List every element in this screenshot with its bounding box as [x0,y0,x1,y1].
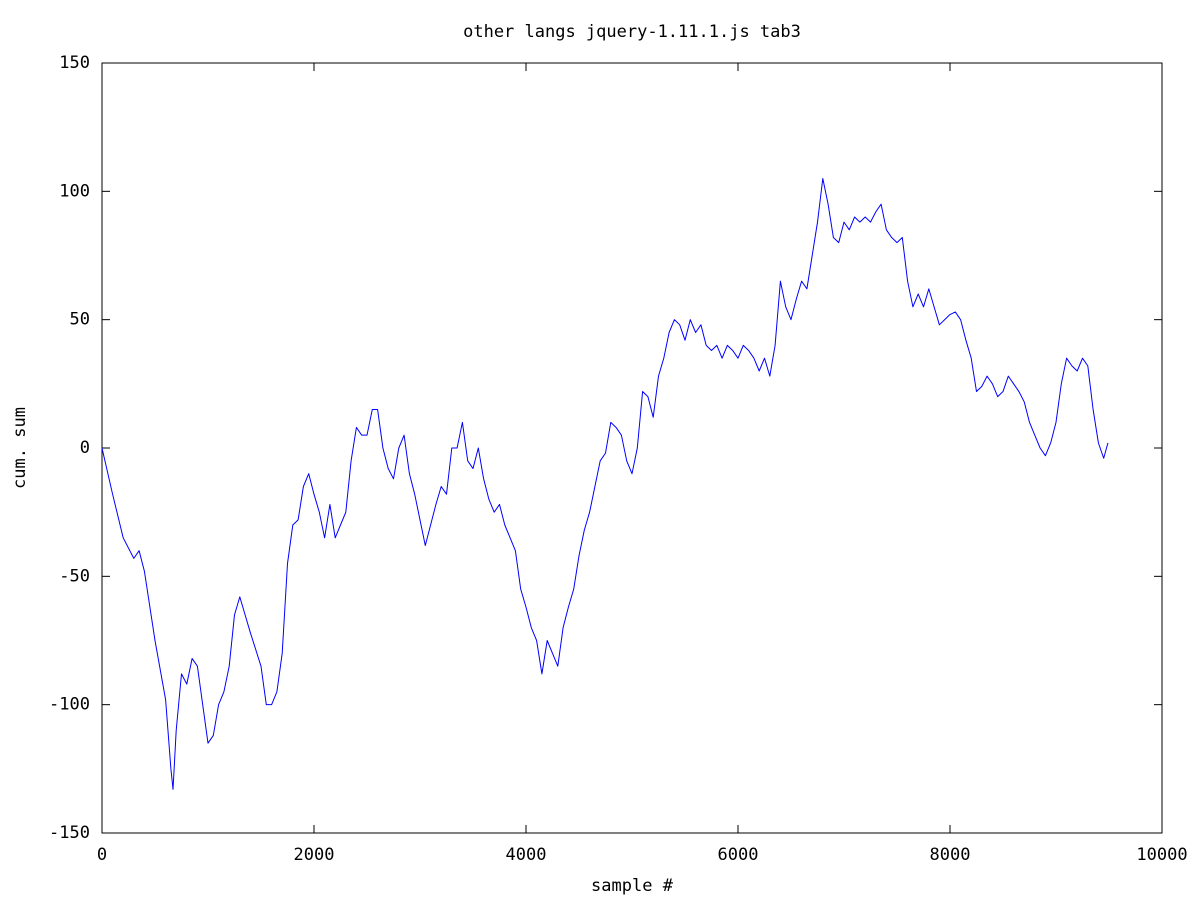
y-axis-label: cum. sum [10,407,30,489]
y-tick-label: -50 [59,566,90,586]
x-tick-label: 6000 [718,845,759,865]
x-tick-label: 0 [97,845,107,865]
y-tick-label: 150 [59,53,90,73]
x-tick-label: 2000 [294,845,335,865]
x-axis-label: sample # [591,876,674,896]
y-tick-label: 100 [59,181,90,201]
x-tick-label: 4000 [506,845,547,865]
data-line [101,178,1109,790]
y-tick-label: 0 [80,438,90,458]
y-tick-label: -100 [49,695,90,715]
x-tick-label: 8000 [930,845,971,865]
chart-title: other langs jquery-1.11.1.js tab3 [463,22,801,42]
y-tick-label: 50 [70,310,90,330]
x-tick-label: 10000 [1136,845,1187,865]
y-tick-label: -150 [49,823,90,843]
